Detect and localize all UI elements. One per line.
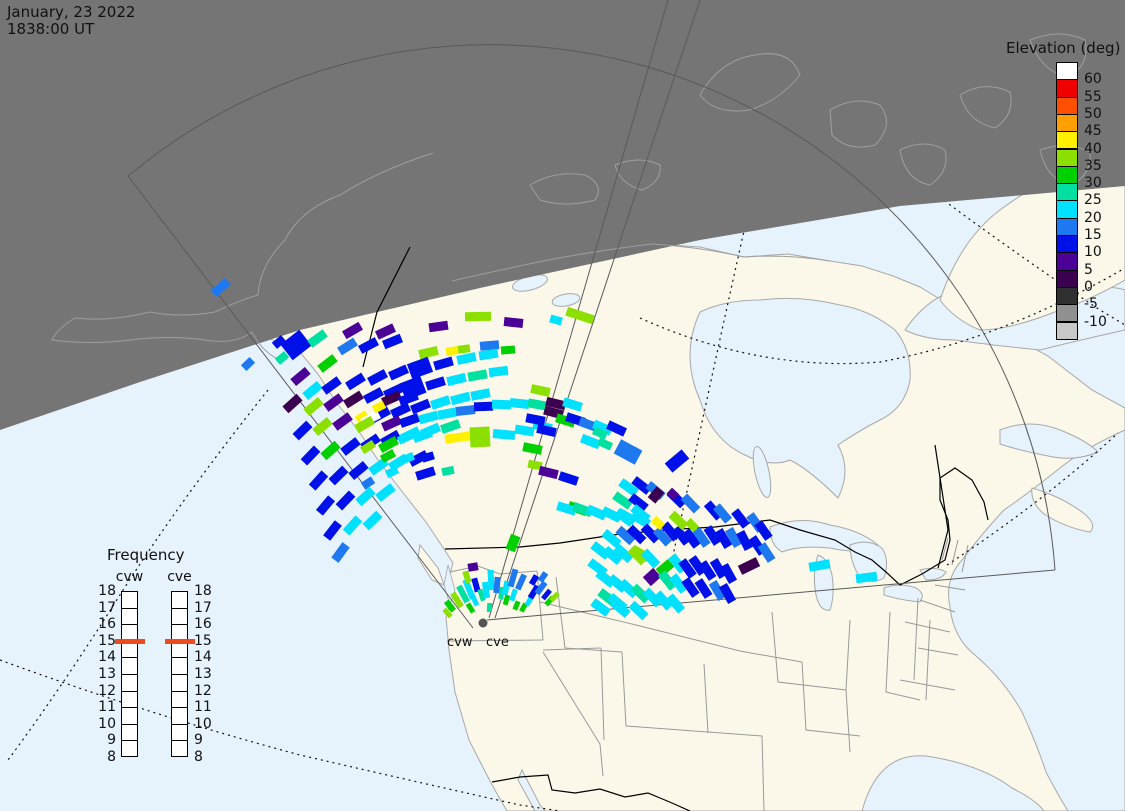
frequency-tick: 14	[98, 649, 116, 666]
frequency-ladder-cell	[122, 592, 137, 692]
frequency-tick: 16	[194, 616, 212, 633]
elevation-legend-swatch	[1056, 217, 1078, 236]
frequency-panel-title: Frequency	[107, 546, 185, 564]
elevation-legend-tick: 35	[1084, 157, 1102, 174]
elevation-legend-tick: -5	[1084, 296, 1098, 313]
quebec-ontario-border	[934, 444, 949, 569]
frequency-ladder-cve	[171, 591, 188, 757]
elevation-legend-swatch	[1056, 79, 1078, 98]
frequency-tick: 16	[98, 616, 116, 633]
map-label-cvw: cvw	[447, 635, 473, 650]
elevation-legend-tick: 20	[1084, 209, 1102, 226]
frequency-tick: 10	[194, 715, 212, 732]
elevation-legend-tick: 30	[1084, 175, 1102, 192]
night-coastlines	[51, 33, 1091, 361]
fov-mid-line-2	[494, 0, 701, 619]
nova-scotia	[1031, 487, 1094, 533]
northern-lakes	[512, 274, 772, 498]
frequency-tick: 18	[98, 583, 116, 599]
elevation-legend-tick: 55	[1084, 88, 1102, 105]
frequency-tick: 11	[98, 699, 116, 716]
frequency-ladder-cell	[172, 592, 187, 742]
frequency-ladder-cell	[122, 592, 137, 659]
elevation-legend-swatch	[1056, 62, 1078, 81]
frequency-ladder-cell	[172, 592, 187, 709]
time-text: 1838:00 UT	[7, 20, 95, 38]
gulf-of-california	[517, 768, 546, 811]
frequency-ladder-cell	[122, 592, 137, 675]
fov-outer-arc	[127, 44, 1056, 571]
elevation-legend-swatch	[1056, 96, 1078, 115]
frequency-ladder-cell	[122, 592, 137, 609]
frequency-tick: 17	[98, 599, 116, 616]
frequency-tick: 9	[194, 732, 203, 749]
elevation-legend-swatch	[1056, 286, 1078, 306]
elevation-legend-swatch	[1056, 165, 1078, 185]
elevation-legend-tick: 5	[1084, 261, 1093, 278]
elevation-legend-tick: 15	[1084, 227, 1102, 243]
elevation-legend-tick: 50	[1084, 105, 1102, 122]
frequency-tick: 12	[194, 682, 212, 699]
frequency-marker-cve	[165, 638, 195, 644]
us-mexico-border	[491, 774, 691, 811]
elevation-legend-swatch	[1056, 252, 1078, 271]
elevation-legend-swatch	[1056, 235, 1078, 254]
frequency-ladder-cell	[172, 592, 187, 626]
frequency-tick: 9	[107, 732, 116, 749]
frequency-station-label-cvw: cvw	[115, 569, 144, 585]
maine-border	[939, 467, 989, 521]
frequency-tick: 18	[194, 583, 212, 599]
frequency-tick: 11	[194, 699, 212, 716]
frequency-ladder-cell	[172, 592, 187, 692]
frequency-tick: 17	[194, 599, 212, 616]
elevation-legend-tick: 40	[1084, 140, 1102, 157]
frequency-ladder-cell	[172, 592, 187, 659]
elevation-legend-swatch	[1056, 304, 1078, 323]
frequency-ladder-cell	[172, 592, 187, 609]
map-label-cve: cve	[486, 635, 509, 650]
frequency-tick: 13	[98, 666, 116, 682]
frequency-tick: 15	[194, 632, 212, 649]
gulf-of-mexico	[861, 755, 1045, 811]
elevation-legend-tick: 0	[1084, 278, 1093, 295]
elevation-legend-tick: -10	[1084, 313, 1107, 330]
elevation-legend-swatch	[1056, 183, 1078, 202]
fov-right-edge	[486, 569, 1056, 621]
frequency-tick: 12	[98, 682, 116, 699]
elevation-legend-swatch	[1056, 113, 1078, 133]
elevation-legend-swatch	[1056, 269, 1078, 288]
date-text: January, 23 2022	[7, 3, 136, 21]
elevation-legend-swatch	[1056, 200, 1078, 219]
frequency-tick: 8	[194, 749, 203, 765]
elevation-legend-tick: 10	[1084, 244, 1102, 261]
night-region	[0, 0, 1125, 430]
gulf-of-st-lawrence	[999, 423, 1099, 459]
hudson-bay	[689, 297, 911, 499]
timestamp: January, 23 2022 1838:00 UT	[7, 4, 135, 38]
elevation-legend-tick: 45	[1084, 123, 1102, 140]
frequency-tick: 14	[194, 649, 212, 666]
frequency-ladder-cell	[122, 592, 137, 742]
elevation-legend-tick: 25	[1084, 192, 1102, 209]
frequency-ladder-cvw	[121, 591, 138, 757]
frequency-ladder-cell	[122, 592, 137, 626]
frequency-marker-cvw	[115, 638, 145, 644]
frequency-ladder-cell	[122, 592, 137, 709]
frequency-tick: 13	[194, 666, 212, 682]
elevation-legend-tick: 60	[1084, 71, 1102, 88]
frequency-station-label-cve: cve	[167, 569, 192, 585]
frequency-tick: 15	[98, 632, 116, 649]
frequency-tick: 10	[98, 715, 116, 732]
frequency-tick: 8	[107, 749, 116, 765]
radar-origin-dot	[478, 618, 488, 628]
frequency-ladder-cell	[122, 592, 137, 725]
elevation-legend-swatch	[1056, 148, 1078, 167]
elevation-legend-swatch	[1056, 321, 1078, 340]
frequency-ladder-cell	[172, 592, 187, 725]
elevation-legend-title: Elevation (deg)	[1006, 39, 1121, 57]
elevation-legend-swatch	[1056, 131, 1078, 150]
frequency-ladder-cell	[172, 592, 187, 675]
